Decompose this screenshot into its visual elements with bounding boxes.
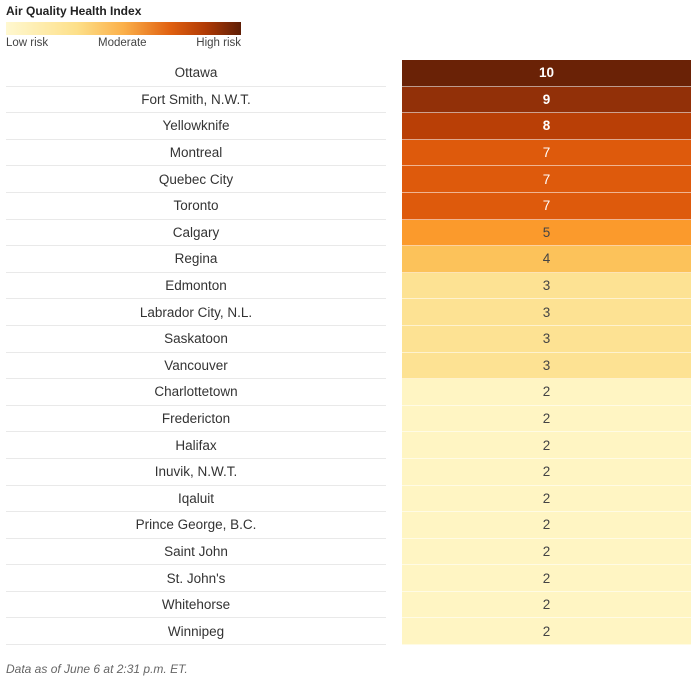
row-gap bbox=[386, 87, 402, 114]
legend-low-label: Low risk bbox=[6, 37, 49, 49]
city-name: St. John's bbox=[6, 565, 386, 592]
city-name: Quebec City bbox=[6, 166, 386, 193]
aqhi-value-cell: 3 bbox=[402, 299, 691, 326]
aqhi-value-cell: 2 bbox=[402, 432, 691, 459]
city-name: Fredericton bbox=[6, 406, 386, 433]
legend-mid-label: Moderate bbox=[98, 37, 147, 49]
city-name: Montreal bbox=[6, 140, 386, 167]
aqhi-value-cell: 2 bbox=[402, 538, 691, 566]
table-row: Saint John 2 bbox=[6, 538, 691, 566]
row-gap bbox=[386, 60, 402, 87]
aqhi-value-cell: 7 bbox=[402, 192, 691, 220]
table-row: Labrador City, N.L. 3 bbox=[6, 299, 691, 326]
aqhi-value-cell: 2 bbox=[402, 405, 691, 433]
city-name: Ottawa bbox=[6, 60, 386, 87]
table-row: Vancouver 3 bbox=[6, 352, 691, 380]
row-gap bbox=[386, 592, 402, 619]
row-gap bbox=[386, 459, 402, 486]
row-gap bbox=[386, 406, 402, 433]
table-row: Prince George, B.C. 2 bbox=[6, 512, 691, 539]
aqhi-value-cell: 8 bbox=[402, 113, 691, 140]
row-gap bbox=[386, 565, 402, 592]
row-gap bbox=[386, 273, 402, 300]
aqhi-value-cell: 10 bbox=[402, 60, 691, 87]
city-name: Yellowknife bbox=[6, 113, 386, 140]
row-gap bbox=[386, 486, 402, 513]
row-gap bbox=[386, 618, 402, 645]
table-row: Toronto 7 bbox=[6, 192, 691, 220]
table-row: Iqaluit 2 bbox=[6, 485, 691, 513]
row-gap bbox=[386, 432, 402, 459]
city-name: Inuvik, N.W.T. bbox=[6, 459, 386, 486]
aqhi-value-cell: 5 bbox=[402, 219, 691, 247]
aqhi-value-cell: 7 bbox=[402, 139, 691, 167]
row-gap bbox=[386, 299, 402, 326]
table-row: Regina 4 bbox=[6, 246, 691, 273]
aqhi-value-cell: 9 bbox=[402, 86, 691, 114]
table-row: Fort Smith, N.W.T. 9 bbox=[6, 86, 691, 114]
table-row: Ottawa 10 bbox=[6, 60, 691, 87]
aqhi-value-cell: 2 bbox=[402, 512, 691, 539]
aqhi-value-cell: 3 bbox=[402, 352, 691, 380]
aqhi-value-cell: 2 bbox=[402, 379, 691, 406]
city-name: Fort Smith, N.W.T. bbox=[6, 87, 386, 114]
city-name: Winnipeg bbox=[6, 618, 386, 646]
row-gap bbox=[386, 353, 402, 380]
aqhi-value-cell: 2 bbox=[402, 565, 691, 592]
city-name: Halifax bbox=[6, 432, 386, 459]
legend-labels: Low risk Moderate High risk bbox=[6, 37, 246, 51]
footnote: Data as of June 6 at 2:31 p.m. ET. bbox=[6, 662, 188, 676]
legend-color-scale bbox=[6, 22, 241, 35]
table-row: Saskatoon 3 bbox=[6, 325, 691, 353]
city-name: Edmonton bbox=[6, 273, 386, 300]
aqhi-value-cell: 4 bbox=[402, 246, 691, 273]
table-row: Montreal 7 bbox=[6, 139, 691, 167]
aqhi-value-cell: 2 bbox=[402, 618, 691, 646]
table-row: Whitehorse 2 bbox=[6, 591, 691, 619]
city-name: Toronto bbox=[6, 193, 386, 220]
table-row: St. John's 2 bbox=[6, 565, 691, 592]
city-name: Vancouver bbox=[6, 353, 386, 380]
legend: Air Quality Health Index Low risk Modera… bbox=[6, 3, 246, 51]
city-name: Calgary bbox=[6, 220, 386, 247]
table-row: Yellowknife 8 bbox=[6, 113, 691, 140]
row-gap bbox=[386, 140, 402, 167]
aqhi-value-cell: 2 bbox=[402, 485, 691, 513]
row-gap bbox=[386, 166, 402, 193]
table-row: Charlottetown 2 bbox=[6, 379, 691, 406]
aqhi-value-cell: 2 bbox=[402, 591, 691, 619]
aqhi-value-cell: 3 bbox=[402, 325, 691, 353]
aqhi-value-cell: 3 bbox=[402, 272, 691, 300]
table-row: Winnipeg 2 bbox=[6, 618, 691, 646]
row-gap bbox=[386, 326, 402, 353]
city-name: Regina bbox=[6, 246, 386, 273]
city-name: Saint John bbox=[6, 539, 386, 566]
table-row: Quebec City 7 bbox=[6, 166, 691, 193]
city-name: Iqaluit bbox=[6, 486, 386, 513]
aqhi-table: Ottawa 10 Fort Smith, N.W.T. 9 Yellowknife 8 M… bbox=[6, 60, 691, 646]
aqhi-value-cell: 2 bbox=[402, 458, 691, 486]
table-row: Calgary 5 bbox=[6, 219, 691, 247]
city-name: Saskatoon bbox=[6, 326, 386, 353]
row-gap bbox=[386, 512, 402, 539]
row-gap bbox=[386, 539, 402, 566]
table-row: Inuvik, N.W.T. 2 bbox=[6, 458, 691, 486]
city-name: Prince George, B.C. bbox=[6, 512, 386, 539]
city-name: Charlottetown bbox=[6, 379, 386, 406]
row-gap bbox=[386, 220, 402, 247]
table-row: Edmonton 3 bbox=[6, 272, 691, 300]
row-gap bbox=[386, 113, 402, 140]
city-name: Whitehorse bbox=[6, 592, 386, 619]
row-gap bbox=[386, 379, 402, 406]
aqhi-value-cell: 7 bbox=[402, 166, 691, 193]
row-gap bbox=[386, 246, 402, 273]
city-name: Labrador City, N.L. bbox=[6, 299, 386, 326]
row-gap bbox=[386, 193, 402, 220]
table-row: Halifax 2 bbox=[6, 432, 691, 459]
legend-title: Air Quality Health Index bbox=[6, 4, 142, 18]
legend-high-label: High risk bbox=[196, 37, 241, 49]
table-row: Fredericton 2 bbox=[6, 405, 691, 433]
